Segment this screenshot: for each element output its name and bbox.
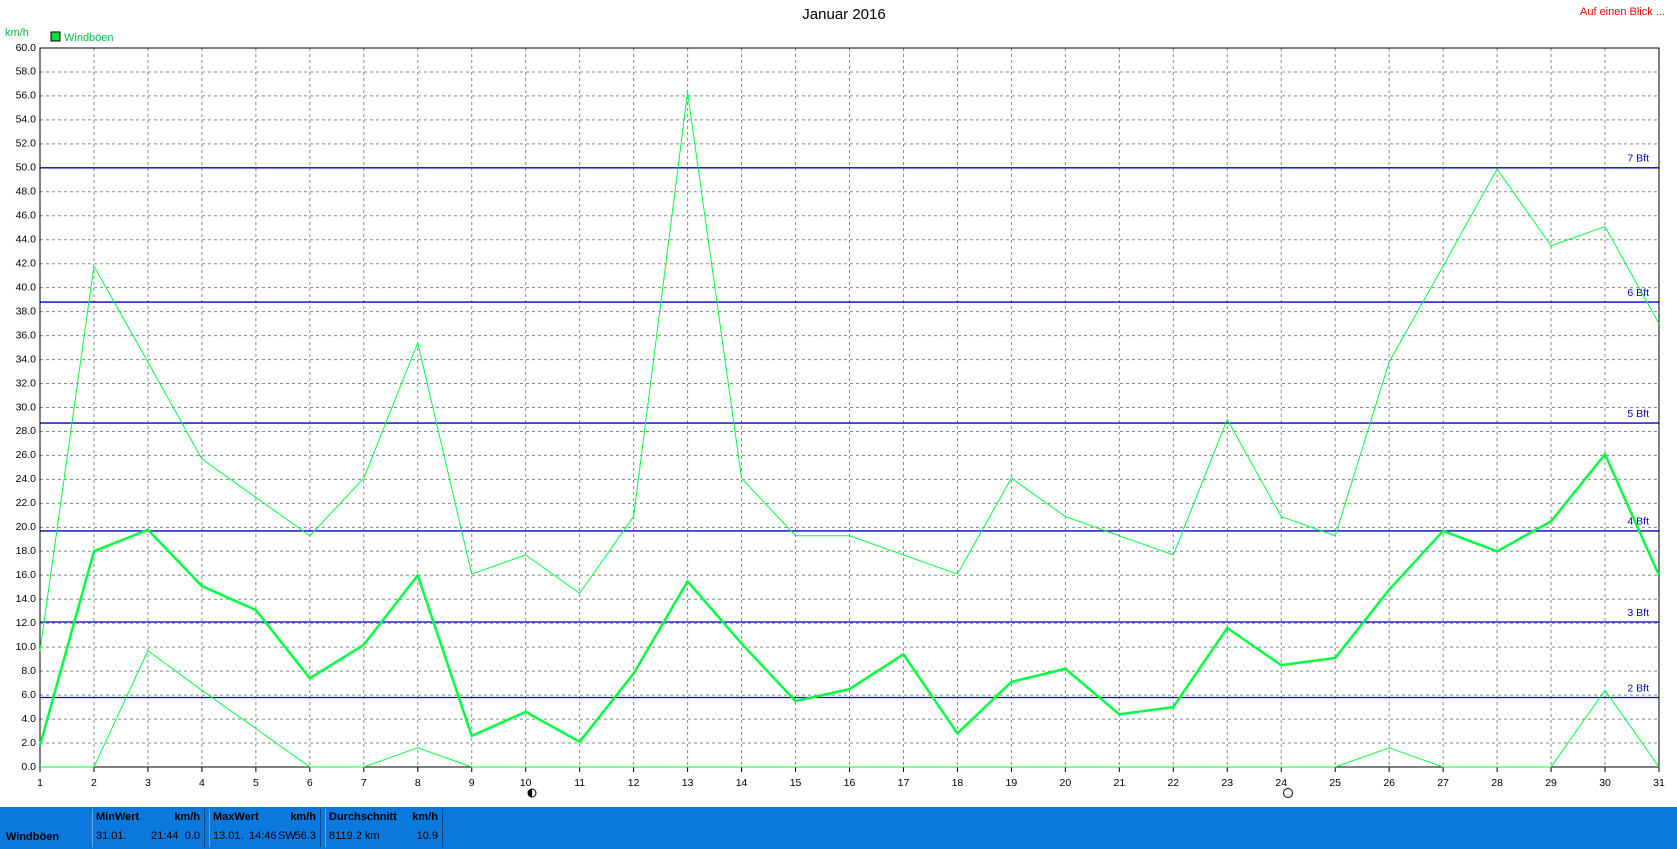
x-tick-label: 26 <box>1383 777 1395 789</box>
y-tick-label: 50.0 <box>16 162 37 174</box>
y-tick-label: 40.0 <box>16 281 37 293</box>
x-tick-label: 19 <box>1006 777 1018 789</box>
x-tick-label: 20 <box>1060 777 1072 789</box>
y-tick-label: 48.0 <box>16 186 37 198</box>
y-tick-label: 44.0 <box>16 234 37 246</box>
x-tick-label: 12 <box>628 777 640 789</box>
max-date: 13.01. <box>213 830 244 842</box>
y-tick-label: 58.0 <box>16 66 37 78</box>
y-tick-label: 56.0 <box>16 90 37 102</box>
x-tick-label: 23 <box>1221 777 1233 789</box>
min-title: MinWert <box>96 811 140 823</box>
x-tick-label: 3 <box>145 777 151 789</box>
x-tick-label: 21 <box>1113 777 1125 789</box>
max-unit: km/h <box>290 811 316 823</box>
x-tick-label: 30 <box>1599 777 1611 789</box>
full-moon-icon <box>1283 788 1293 798</box>
min-cell: MinWert km/h 31.01. 21:44 0.0 <box>92 809 205 847</box>
min-date: 31.01. <box>96 830 127 842</box>
y-tick-label: 4.0 <box>21 713 36 725</box>
y-tick-label: 8.0 <box>21 665 36 677</box>
y-tick-label: 26.0 <box>16 449 37 461</box>
stats-name: Windböen <box>6 831 60 843</box>
avg-value: 10.9 <box>416 830 438 842</box>
y-tick-label: 28.0 <box>16 425 37 437</box>
beaufort-label: 2 Bft <box>1627 682 1649 694</box>
beaufort-label: 5 Bft <box>1627 408 1649 420</box>
moon-icon-shade <box>528 789 532 797</box>
chart: Januar 2016 Auf einen Blick ... km/h Win… <box>5 6 1665 798</box>
x-tick-label: 27 <box>1437 777 1449 789</box>
x-tick-label: 8 <box>415 777 421 789</box>
x-tick-label: 28 <box>1491 777 1503 789</box>
x-tick-label: 31 <box>1653 777 1665 789</box>
x-tick-label: 11 <box>574 777 585 789</box>
y-tick-label: 46.0 <box>16 210 37 222</box>
min-time: 21:44 <box>151 830 179 842</box>
beaufort-label: 7 Bft <box>1627 153 1649 165</box>
x-tick-label: 4 <box>199 777 205 789</box>
chart-title: Januar 2016 <box>802 6 885 23</box>
y-tick-label: 18.0 <box>16 545 37 557</box>
avg-title: Durchschnitt <box>329 811 397 823</box>
x-tick-label: 7 <box>361 777 367 789</box>
y-tick-label: 34.0 <box>16 353 37 365</box>
y-tick-label: 14.0 <box>16 593 37 605</box>
x-tick-label: 25 <box>1329 777 1341 789</box>
x-tick-label: 17 <box>898 777 910 789</box>
y-tick-label: 22.0 <box>16 497 37 509</box>
legend-swatch <box>50 31 61 42</box>
x-tick-label: 14 <box>736 777 748 789</box>
y-tick-label: 16.0 <box>16 569 37 581</box>
x-tick-label: 22 <box>1167 777 1179 789</box>
data-line <box>40 650 1660 768</box>
y-tick-label: 10.0 <box>16 641 37 653</box>
avg-cell: Durchschnitt km/h 8119.2 km 10.9 <box>325 809 443 847</box>
max-value: 56.3 <box>294 830 316 842</box>
x-tick-label: 2 <box>91 777 97 789</box>
y-tick-label: 54.0 <box>16 114 37 126</box>
legend-label: Windböen <box>64 32 114 44</box>
y-axis-label: km/h <box>5 27 29 39</box>
data-line <box>39 91 1660 651</box>
y-tick-label: 36.0 <box>16 329 37 341</box>
avg-total: 8119.2 km <box>329 830 380 842</box>
x-tick-label: 13 <box>682 777 694 789</box>
max-title: MaxWert <box>213 811 259 823</box>
max-dir: SW <box>278 830 296 842</box>
overview-link[interactable]: Auf einen Blick ... <box>1580 6 1665 18</box>
data-line <box>38 452 1661 746</box>
y-tick-label: 6.0 <box>21 689 36 701</box>
y-tick-label: 42.0 <box>16 257 37 269</box>
y-tick-label: 60.0 <box>16 42 37 54</box>
y-tick-label: 2.0 <box>21 737 36 749</box>
y-tick-label: 24.0 <box>16 473 37 485</box>
y-tick-label: 12.0 <box>16 617 37 629</box>
x-tick-label: 18 <box>952 777 964 789</box>
avg-unit: km/h <box>412 811 438 823</box>
x-tick-label: 29 <box>1545 777 1557 789</box>
x-tick-label: 15 <box>790 777 802 789</box>
x-tick-label: 10 <box>520 777 532 789</box>
y-tick-label: 32.0 <box>16 377 37 389</box>
x-tick-label: 24 <box>1275 777 1287 789</box>
stats-bar: Windböen MinWert km/h 31.01. 21:44 0.0 M… <box>0 807 1677 849</box>
y-tick-label: 20.0 <box>16 521 37 533</box>
beaufort-label: 6 Bft <box>1627 287 1649 299</box>
x-tick-label: 1 <box>37 777 43 789</box>
max-time: 14:46 <box>249 830 277 842</box>
min-value: 0.0 <box>184 830 200 842</box>
y-tick-label: 52.0 <box>16 138 37 150</box>
x-tick-label: 9 <box>469 777 475 789</box>
y-tick-label: 30.0 <box>16 401 37 413</box>
x-tick-label: 16 <box>844 777 856 789</box>
beaufort-label: 3 Bft <box>1627 607 1649 619</box>
y-tick-label: 38.0 <box>16 305 37 317</box>
x-tick-label: 6 <box>307 777 313 789</box>
x-tick-label: 5 <box>253 777 259 789</box>
min-unit: km/h <box>174 811 200 823</box>
y-tick-label: 0.0 <box>21 761 36 773</box>
max-cell: MaxWert km/h 13.01. 14:46 SW 56.3 <box>209 809 321 847</box>
